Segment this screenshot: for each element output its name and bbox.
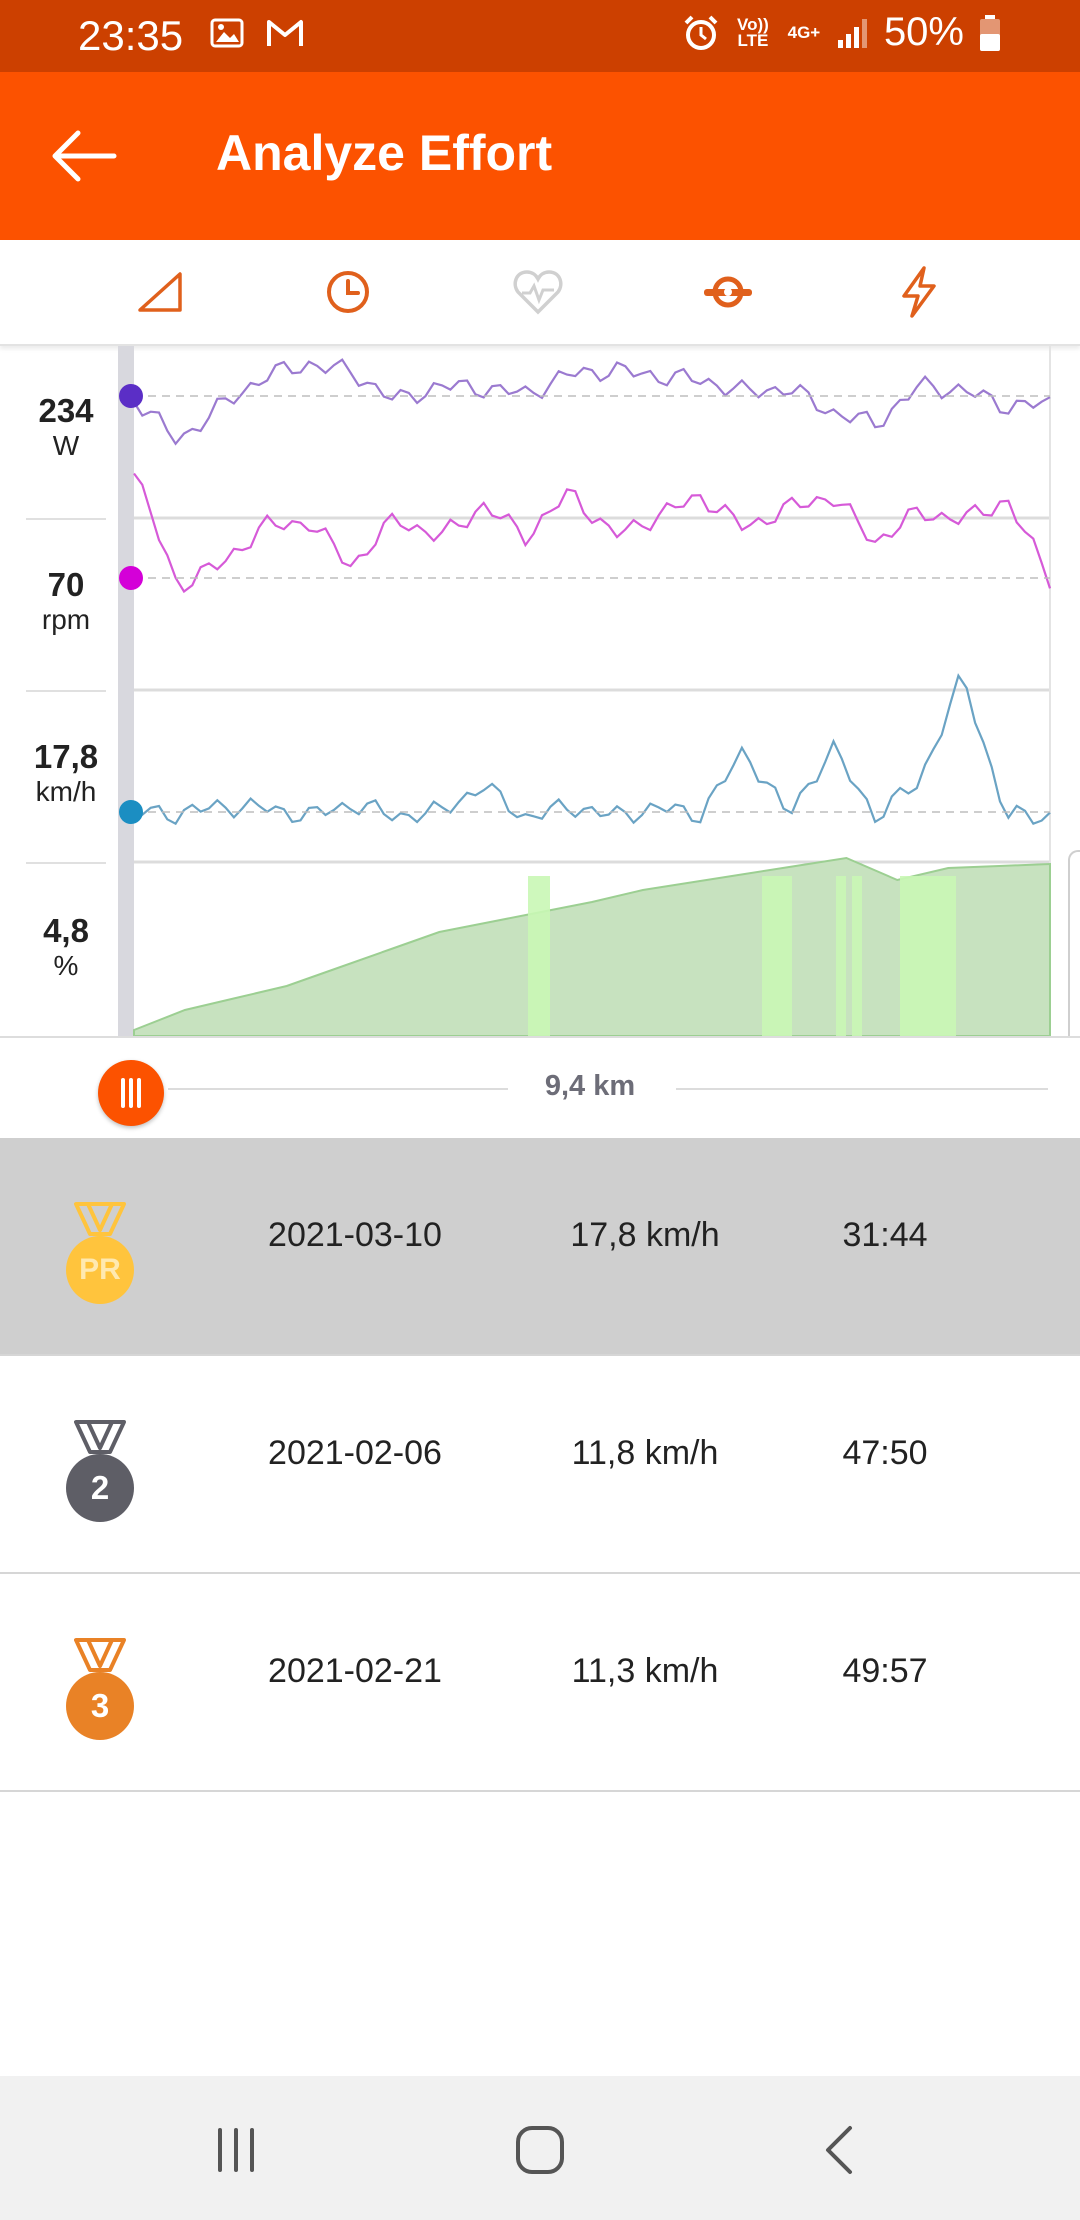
power-metric: 234 W (0, 392, 132, 462)
scrubber-handle[interactable] (98, 1060, 164, 1126)
rank-badge: 2 (66, 1454, 134, 1522)
pr-badge: PR (66, 1236, 134, 1304)
grade-highlight (852, 876, 862, 1036)
effort-speed: 17,8 km/h (570, 1216, 720, 1254)
back-button[interactable] (44, 116, 124, 196)
battery-percent: 50% (883, 10, 964, 54)
speed-value: 17,8 (33, 738, 99, 775)
effort-charts: 234 W 70 rpm 17,8 km/h 4,8 % (0, 346, 1080, 1036)
back-arrow-icon (52, 130, 117, 182)
heart-rate-icon (513, 270, 563, 315)
speed-unit: km/h (35, 776, 97, 807)
recent-apps-icon (218, 2128, 254, 2172)
drag-handle-icon (121, 1078, 141, 1108)
back-nav-button[interactable] (812, 2120, 872, 2180)
status-bar: 23:35 Vo)) LTE 4G+ 50% (0, 0, 1080, 72)
effort-date: 2021-02-06 (268, 1434, 442, 1472)
system-nav-bar (0, 2076, 1080, 2220)
grade-triangle-icon (138, 272, 182, 312)
effort-speed: 11,8 km/h (571, 1434, 719, 1472)
app-bar: Analyze Effort (0, 72, 1080, 240)
medal-ribbon-icon (74, 1638, 126, 1672)
grade-highlight (836, 876, 846, 1036)
cadence-metric: 70 rpm (0, 566, 132, 636)
elevation-area (133, 856, 1051, 1036)
tab-power[interactable] (888, 262, 948, 322)
effort-date: 2021-03-10 (268, 1216, 442, 1254)
status-notification-icons (210, 16, 304, 50)
current-value-dot (119, 384, 143, 408)
divider (26, 690, 106, 692)
stream-line (133, 472, 1052, 594)
effort-row[interactable]: 2 2021-02-06 11,8 km/h 47:50 (0, 1356, 1080, 1574)
medal-ribbon-icon (74, 1202, 126, 1236)
recent-apps-button[interactable] (206, 2120, 266, 2180)
medal-pr: PR (66, 1202, 138, 1312)
grade-highlight (528, 876, 550, 1036)
cadence-unit: rpm (41, 604, 91, 635)
home-button[interactable] (510, 2120, 570, 2180)
scrubber-track (676, 1088, 1048, 1090)
grade-metric: 4,8 % (0, 912, 132, 982)
current-value-dot (119, 566, 143, 590)
battery-icon (980, 14, 1000, 51)
tab-time[interactable] (318, 262, 378, 322)
speed-metric: 17,8 km/h (0, 738, 132, 808)
effort-time: 49:57 (842, 1652, 928, 1690)
cadence-icon (704, 276, 752, 308)
effort-date: 2021-02-21 (268, 1652, 442, 1690)
effort-row[interactable]: 3 2021-02-21 11,3 km/h 49:57 (0, 1574, 1080, 1792)
cadence-value: 70 (47, 566, 85, 603)
clock-icon (327, 271, 369, 313)
effort-time: 31:44 (842, 1216, 928, 1254)
page-title: Analyze Effort (216, 125, 553, 181)
efforts-list: PR 2021-03-10 17,8 km/h 31:44 2 2021-02-… (0, 1138, 1080, 1792)
divider (26, 862, 106, 864)
distance-scrubber[interactable]: 9,4 km (0, 1036, 1080, 1140)
distance-label: 9,4 km (544, 1070, 636, 1102)
metric-tabs (0, 240, 1080, 346)
current-value-dot (119, 800, 143, 824)
effort-time: 47:50 (842, 1434, 928, 1472)
tab-grade[interactable] (130, 262, 190, 322)
gmail-icon (267, 20, 303, 46)
grade-unit: % (53, 950, 79, 981)
volte-badge: Vo)) LTE (737, 14, 769, 50)
tab-cadence[interactable] (698, 262, 758, 322)
status-system-icons: Vo)) LTE 4G+ 50% (682, 10, 1002, 55)
network-type-badge: 4G+ (787, 22, 821, 42)
stream-charts[interactable] (0, 346, 1080, 1036)
grade-highlight (762, 876, 792, 1036)
medal-third: 3 (66, 1638, 138, 1748)
medal-second: 2 (66, 1420, 138, 1530)
scrubber-track (168, 1088, 508, 1090)
alarm-icon (684, 15, 718, 50)
lightning-power-icon (902, 266, 936, 318)
power-unit: W (52, 430, 80, 461)
effort-row[interactable]: PR 2021-03-10 17,8 km/h 31:44 (0, 1138, 1080, 1356)
power-value: 234 (38, 392, 94, 429)
medal-ribbon-icon (74, 1420, 126, 1454)
effort-speed: 11,3 km/h (571, 1652, 719, 1690)
gallery-icon (210, 18, 244, 48)
stream-line (133, 673, 1051, 826)
signal-icon (837, 18, 867, 48)
status-time: 23:35 (78, 12, 184, 59)
back-nav-icon (826, 2126, 852, 2174)
grade-highlight (900, 876, 956, 1036)
home-icon (516, 2126, 564, 2174)
position-marker[interactable] (118, 346, 134, 1036)
grade-value: 4,8 (43, 912, 89, 949)
divider (26, 518, 106, 520)
tab-heart-rate[interactable] (508, 262, 568, 322)
rank-badge: 3 (66, 1672, 134, 1740)
stream-line (133, 358, 1051, 446)
